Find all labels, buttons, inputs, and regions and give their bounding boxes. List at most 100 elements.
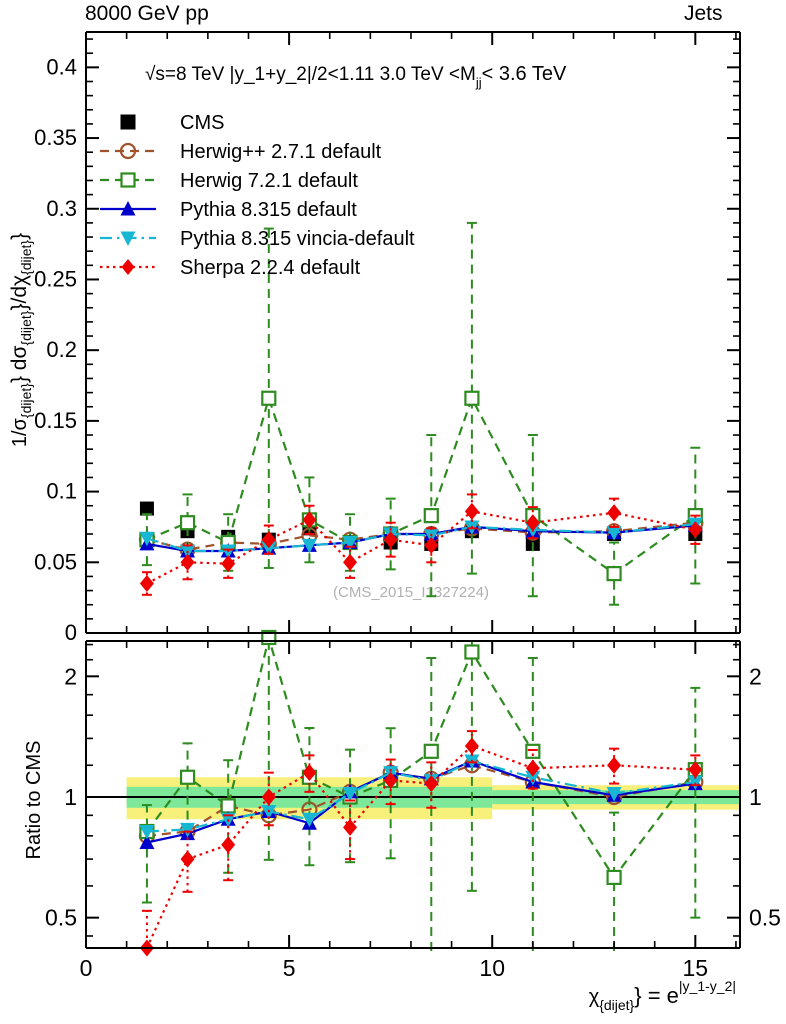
svg-text:1/σ{dijet}} dσ{dijet}}/dχ{dije: 1/σ{dijet}} dσ{dijet}}/dχ{dijet}} [8,233,34,447]
axis-tick-labels: 0 0.05 0.1 0.15 0.2 0.25 0.3 0.35 0.4 0.5 0.5 1 1 2 2 0… [34,54,781,981]
ratio-marker-5 [343,818,358,836]
main-marker-5 [221,555,236,573]
legend-label-3: Pythia 8.315 default [180,199,357,221]
ratio-ytick-label-right: 0.5 [749,905,781,931]
legend-marker-3 [120,201,136,216]
x-axis-label: χ{dijet}} = e|y_1-y_2| [589,978,736,1013]
ratio-ytick-label-left: 2 [64,663,77,689]
ratio-marker-4 [342,787,358,802]
legend-label-5: Sherpa 2.2.4 default [180,257,361,279]
legend: CMS Herwig++ 2.7.1 default Herwig 7.2.1 de… [100,112,415,279]
main-marker-2 [179,515,196,531]
axis-frames [85,31,741,949]
ratio-marker-2 [464,644,480,660]
xtick-label: 5 [283,955,296,981]
main-marker-5 [464,502,479,520]
ratio-ytick-label-left: 0.5 [45,905,77,931]
xtick-label: 10 [479,955,505,981]
legend-label-1: Herwig++ 2.7.1 default [180,141,382,163]
header-left-text: 8000 GeV pp [85,2,209,25]
main-marker-5 [343,553,358,571]
main-marker-5 [424,536,439,554]
ratio-ytick-label-right: 2 [749,663,762,689]
main-data-layer [138,221,704,606]
ratio-marker-3 [139,834,155,849]
main-marker-2 [423,508,439,524]
main-marker-5 [261,531,276,549]
ratio-ytick-label-left: 1 [64,784,77,810]
header-right-text: Jets [684,2,723,25]
main-marker-5 [139,575,154,593]
main-marker-5 [688,521,703,539]
legend-marker-5 [121,259,135,275]
ratio-marker-5 [261,788,276,806]
main-ytick-label: 0.2 [46,337,77,362]
ratio-marker-2 [179,769,196,785]
plot-title: √s=8 TeV |y_1+y_2|/2<1.11 3.0 TeV <Mjj< … [145,63,567,90]
ratio-marker-5 [464,737,479,755]
ratio-ytick-label-right: 1 [749,784,762,810]
main-marker-5 [607,504,622,522]
main-marker-2 [606,566,622,582]
main-ytick-label: 0.05 [34,549,77,574]
ratio-marker-4 [139,825,155,840]
main-ytick-label: 0.35 [34,125,77,150]
watermark-text: (CMS_2015_I1327224) [333,584,489,601]
ratio-data-layer [86,629,740,957]
legend-marker-0 [120,114,136,130]
main-ytick-label: 0 [65,620,77,645]
ratio-marker-4 [180,822,196,838]
main-marker-4 [301,538,317,554]
ratio-marker-2 [525,743,541,759]
ratio-marker-2 [220,798,236,814]
legend-marker-1 [119,142,137,160]
y-axis-label-main: 1/σ{dijet}} dσ{dijet}}/dχ{dijet}} [8,233,34,447]
main-marker-5 [302,511,317,529]
ratio-marker-5 [383,771,398,789]
ratio-marker-5 [302,764,317,782]
main-ytick-label: 0.4 [46,54,77,79]
main-marker-2 [261,390,277,406]
main-marker-0 [139,501,154,516]
title-tail: < 3.6 TeV [482,63,567,85]
xtick-label: 0 [80,955,93,981]
ratio-marker-4 [606,787,622,802]
main-marker-4 [342,535,358,551]
main-marker-4 [139,531,155,547]
ratio-axis-text: Ratio to CMS [23,741,45,860]
ratio-marker-5 [607,756,622,774]
main-marker-4 [606,526,622,541]
svg-text:χ{dijet}} = e|y_1-y_2|: χ{dijet}} = e|y_1-y_2| [589,978,736,1013]
ratio-marker-5 [221,836,236,854]
title-main: √s=8 TeV |y_1+y_2|/2<1.11 3.0 TeV <M [145,64,476,85]
ratio-marker-2 [423,743,439,759]
main-ytick-label: 0.15 [34,408,77,433]
legend-marker-4 [120,231,136,246]
ratio-marker-5 [180,850,195,868]
main-marker-4 [261,541,277,557]
main-ytick-label: 0.25 [34,266,77,291]
title-sub: jj [475,75,482,90]
main-ytick-label: 0.3 [46,196,77,221]
main-marker-5 [383,531,398,549]
ratio-marker-2 [606,869,622,886]
ratio-marker-5 [688,761,703,779]
xtick-label: 15 [683,955,709,981]
main-marker-2 [464,390,480,406]
ratio-marker-4 [525,770,541,786]
main-line-4 [146,523,696,553]
y-axis-label-ratio: Ratio to CMS [23,741,45,860]
ratio-marker-5 [525,759,540,777]
main-marker-5 [525,514,540,532]
ratio-line-4 [146,759,696,833]
main-ytick-label: 0.1 [46,479,77,504]
main-marker-5 [180,553,195,571]
legend-label-2: Herwig 7.2.1 default [180,170,358,192]
legend-label-0: CMS [180,112,224,134]
legend-label-4: Pythia 8.315 vincia-default [180,228,415,250]
svg-text:√s=8 TeV |y_1+y_2|/2<1.11 3.0: √s=8 TeV |y_1+y_2|/2<1.11 3.0 TeV <Mjj< … [145,63,567,90]
ratio-marker-5 [424,775,439,793]
ratio-marker-4 [301,812,317,828]
